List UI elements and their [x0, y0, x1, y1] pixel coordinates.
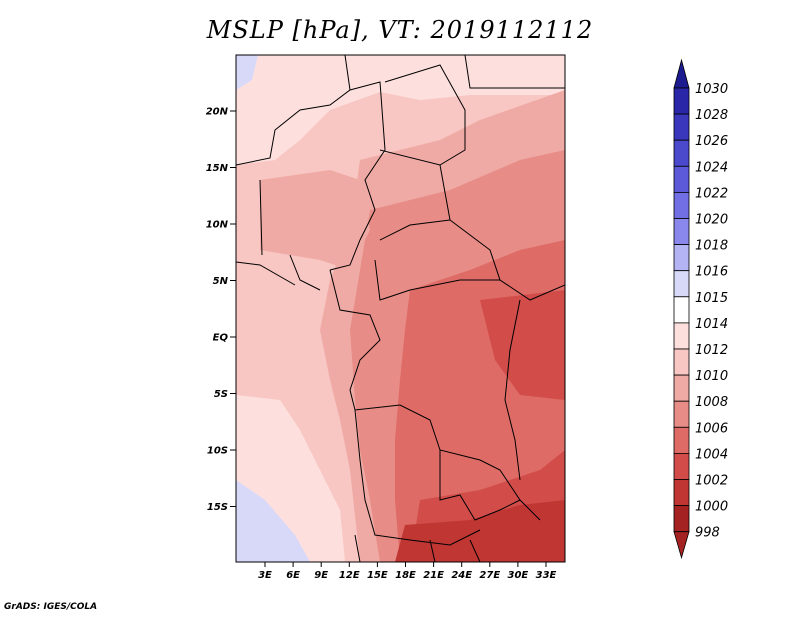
longitude-axis: 3E 6E 9E 12E 15E 18E 21E 24E 27E 30E 33E [258, 562, 557, 581]
colorbar-label: 1018 [695, 239, 728, 254]
lat-label: 15S [207, 502, 228, 513]
colorbar-label: 1010 [695, 369, 728, 384]
lon-label: 24E [451, 570, 472, 581]
lat-label: 15N [206, 163, 229, 174]
colorbar-swatch [673, 348, 690, 376]
lon-label: 15E [367, 570, 388, 581]
colorbar-label: 1022 [695, 186, 728, 201]
colorbar-label: 1006 [695, 421, 728, 436]
colorbar-swatch [673, 191, 690, 219]
colorbar-label: 1020 [695, 213, 728, 228]
colorbar-label: 1030 [695, 82, 728, 97]
lon-label: 33E [536, 570, 557, 581]
colorbar-swatch [673, 374, 690, 402]
map-frame [235, 54, 566, 563]
colorbar-label: 1028 [695, 108, 728, 123]
colorbar-label: 1002 [695, 474, 728, 489]
colorbar-label: 1026 [695, 134, 728, 149]
lon-label: 3E [258, 570, 272, 581]
lon-label: 21E [423, 570, 444, 581]
country-borders [236, 55, 565, 562]
colorbar-label: 1008 [695, 395, 728, 410]
colorbar-label: 1016 [695, 265, 728, 280]
colorbar-label: 998 [695, 526, 720, 541]
colorbar: 1030 1028 1026 1024 1022 1020 1018 1016 1015 1014… [673, 58, 728, 560]
colorbar-label: 1014 [695, 317, 728, 332]
colorbar-label: 1004 [695, 447, 728, 462]
latitude-axis: 20N 15N 10N 5N EQ 5S 10S 15S [206, 107, 236, 513]
colorbar-label: 1024 [695, 160, 728, 175]
lat-label: 10N [206, 220, 229, 231]
lat-label: 20N [206, 107, 229, 118]
colorbar-swatch [673, 218, 690, 246]
lon-label: 18E [395, 570, 416, 581]
colorbar-label: 1000 [695, 500, 728, 515]
colorbar-swatch [673, 270, 690, 298]
colorbar-swatch [673, 322, 690, 350]
colorbar-swatch [673, 505, 690, 533]
colorbar-min-arrow [673, 531, 690, 560]
credit-label: GrADS: IGES/COLA [4, 602, 98, 612]
lat-label: 10S [207, 446, 228, 457]
colorbar-label: 1015 [695, 291, 728, 306]
pressure-field [236, 55, 565, 562]
lon-label: 30E [508, 570, 529, 581]
lon-label: 12E [339, 570, 360, 581]
colorbar-swatch [673, 244, 690, 272]
colorbar-swatch [673, 400, 690, 428]
lat-label: EQ [213, 333, 229, 344]
colorbar-label: 1012 [695, 343, 728, 358]
colorbar-swatch [673, 452, 690, 480]
lon-label: 9E [314, 570, 328, 581]
colorbar-swatch [673, 426, 690, 454]
colorbar-swatch [673, 165, 690, 193]
lat-label: 5N [213, 276, 229, 287]
colorbar-max-arrow [673, 58, 690, 89]
lat-label: 5S [214, 389, 228, 400]
lon-label: 27E [479, 570, 500, 581]
colorbar-swatch [673, 113, 690, 141]
colorbar-swatch [673, 87, 690, 115]
colorbar-swatch [673, 139, 690, 167]
map-title: MSLP [hPa], VT: 2019112112 [206, 16, 594, 44]
colorbar-swatch [673, 296, 690, 324]
colorbar-swatch [673, 479, 690, 507]
lon-label: 6E [286, 570, 300, 581]
